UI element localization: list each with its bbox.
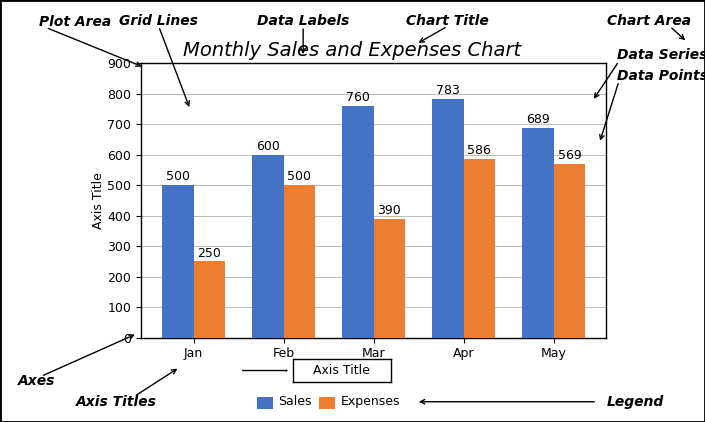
Bar: [464, 159, 495, 338]
Bar: [432, 99, 464, 338]
Y-axis label: Axis Title: Axis Title: [92, 172, 104, 229]
Text: 500: 500: [166, 170, 190, 184]
Text: 250: 250: [197, 246, 221, 260]
Bar: [342, 106, 374, 338]
Bar: [553, 164, 585, 338]
Bar: [252, 155, 283, 338]
Text: Plot Area: Plot Area: [39, 15, 111, 29]
Text: 569: 569: [558, 149, 582, 162]
Text: Sales: Sales: [278, 395, 312, 408]
Bar: [194, 261, 225, 338]
Text: Axis Title: Axis Title: [314, 364, 370, 377]
Bar: [522, 127, 553, 338]
Text: Data Labels: Data Labels: [257, 14, 349, 27]
Text: 760: 760: [346, 91, 370, 104]
Text: 600: 600: [256, 140, 280, 153]
Bar: [374, 219, 405, 338]
Text: Axes: Axes: [18, 373, 55, 388]
Bar: [283, 185, 315, 338]
Text: Data Series: Data Series: [617, 48, 705, 62]
Text: 500: 500: [288, 170, 312, 184]
Text: Chart Area: Chart Area: [606, 14, 691, 27]
Bar: [162, 185, 194, 338]
Text: 390: 390: [377, 204, 401, 217]
Text: 689: 689: [526, 113, 550, 126]
Text: Data Points: Data Points: [617, 69, 705, 83]
Text: Chart Title: Chart Title: [406, 14, 489, 27]
Text: Axis Titles: Axis Titles: [76, 395, 157, 409]
Text: Monthly Sales and Expenses Chart: Monthly Sales and Expenses Chart: [183, 41, 522, 60]
Text: Grid Lines: Grid Lines: [119, 14, 198, 27]
Text: 783: 783: [436, 84, 460, 97]
Text: Legend: Legend: [606, 395, 663, 409]
Text: Expenses: Expenses: [341, 395, 400, 408]
Text: 586: 586: [467, 144, 491, 157]
